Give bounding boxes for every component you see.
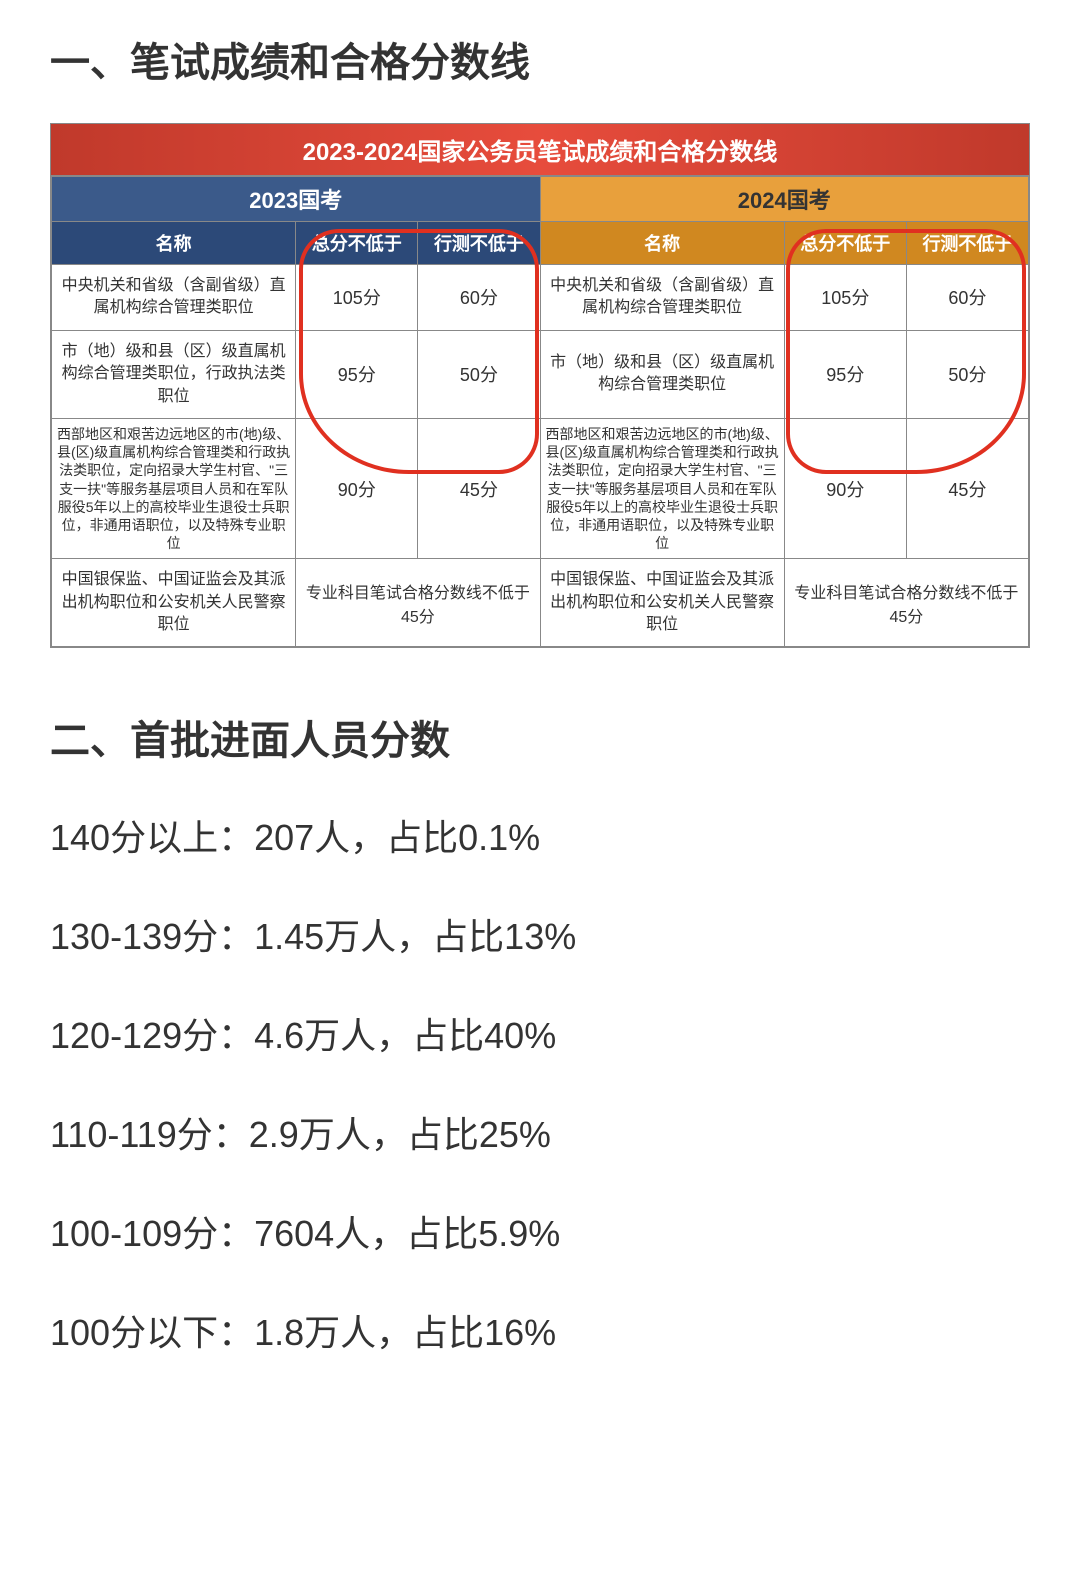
xingce-2024-2: 45分 (906, 418, 1028, 558)
col-header-row: 名称 总分不低于 行测不低于 名称 总分不低于 行测不低于 (52, 222, 1029, 265)
list-item: 130-139分：1.45万人，占比13% (50, 910, 1030, 964)
xingce-2023-1: 50分 (418, 330, 540, 418)
name-2024-2: 西部地区和艰苦边远地区的市(地)级、县(区)级直属机构综合管理类和行政执法类职位… (540, 418, 784, 558)
list-item: 120-129分：4.6万人，占比40% (50, 1009, 1030, 1063)
table-row: 市（地）级和县（区）级直属机构综合管理类职位，行政执法类职位 95分 50分 市… (52, 330, 1029, 418)
year-2023-header: 2023国考 (52, 177, 541, 222)
table-row: 中央机关和省级（含副省级）直属机构综合管理类职位 105分 60分 中央机关和省… (52, 265, 1029, 331)
section1-title: 一、笔试成绩和合格分数线 (50, 30, 1030, 88)
name-2023-2: 西部地区和艰苦边远地区的市(地)级、县(区)级直属机构综合管理类和行政执法类职位… (52, 418, 296, 558)
name-2024-3: 中国银保监、中国证监会及其派出机构职位和公安机关人民警察职位 (540, 559, 784, 647)
name-2023-3: 中国银保监、中国证监会及其派出机构职位和公安机关人民警察职位 (52, 559, 296, 647)
section2-title: 二、首批进面人员分数 (50, 708, 1030, 766)
score-table: 2023国考 2024国考 名称 总分不低于 行测不低于 名称 总分不低于 行测… (51, 176, 1029, 647)
table-title: 2023-2024国家公务员笔试成绩和合格分数线 (51, 124, 1029, 176)
list-item: 100分以下：1.8万人，占比16% (50, 1306, 1030, 1360)
total-2024-0: 105分 (784, 265, 906, 331)
xingce-2024-0: 60分 (906, 265, 1028, 331)
merged-2023: 专业科目笔试合格分数线不低于45分 (296, 559, 540, 647)
name-2024-1: 市（地）级和县（区）级直属机构综合管理类职位 (540, 330, 784, 418)
xingce-2024-1: 50分 (906, 330, 1028, 418)
col-total-2023: 总分不低于 (296, 222, 418, 265)
year-header-row: 2023国考 2024国考 (52, 177, 1029, 222)
total-2023-1: 95分 (296, 330, 418, 418)
xingce-2023-2: 45分 (418, 418, 540, 558)
score-table-container: 2023-2024国家公务员笔试成绩和合格分数线 2023国考 2024国考 名… (50, 123, 1030, 648)
year-2024-header: 2024国考 (540, 177, 1029, 222)
total-2024-1: 95分 (784, 330, 906, 418)
table-row: 中国银保监、中国证监会及其派出机构职位和公安机关人民警察职位 专业科目笔试合格分… (52, 559, 1029, 647)
xingce-2023-0: 60分 (418, 265, 540, 331)
list-item: 100-109分：7604人，占比5.9% (50, 1207, 1030, 1261)
col-total-2024: 总分不低于 (784, 222, 906, 265)
total-2023-2: 90分 (296, 418, 418, 558)
col-name-2024: 名称 (540, 222, 784, 265)
name-2023-0: 中央机关和省级（含副省级）直属机构综合管理类职位 (52, 265, 296, 331)
col-name-2023: 名称 (52, 222, 296, 265)
name-2024-0: 中央机关和省级（含副省级）直属机构综合管理类职位 (540, 265, 784, 331)
merged-2024: 专业科目笔试合格分数线不低于45分 (784, 559, 1028, 647)
col-xingce-2024: 行测不低于 (906, 222, 1028, 265)
name-2023-1: 市（地）级和县（区）级直属机构综合管理类职位，行政执法类职位 (52, 330, 296, 418)
total-2024-2: 90分 (784, 418, 906, 558)
list-item: 110-119分：2.9万人，占比25% (50, 1108, 1030, 1162)
total-2023-0: 105分 (296, 265, 418, 331)
col-xingce-2023: 行测不低于 (418, 222, 540, 265)
table-row: 西部地区和艰苦边远地区的市(地)级、县(区)级直属机构综合管理类和行政执法类职位… (52, 418, 1029, 558)
list-item: 140分以上：207人，占比0.1% (50, 811, 1030, 865)
